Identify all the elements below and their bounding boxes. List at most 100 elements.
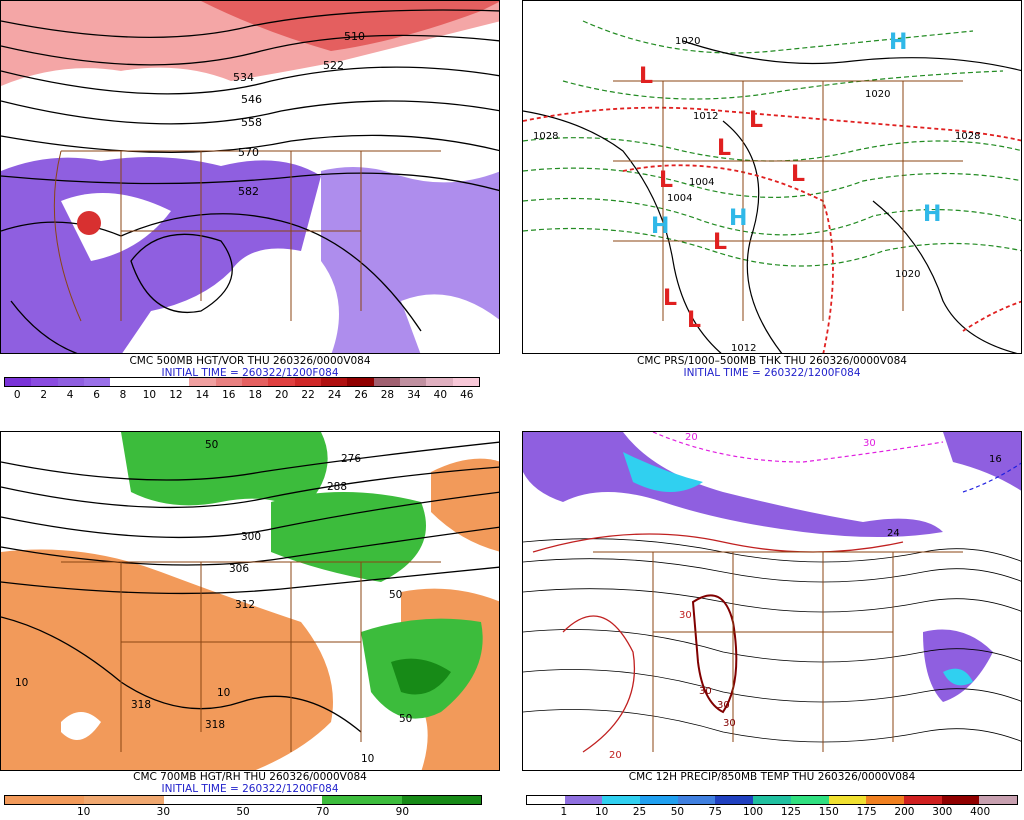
colorbar-tick-label: 400 [970, 806, 991, 818]
colorbar-tick-label: 20 [274, 389, 289, 401]
low-pressure-3: L [717, 136, 731, 161]
colorbar-tick-label: 26 [354, 389, 368, 401]
colorbar-swatch [268, 378, 295, 386]
bl-titles: CMC 700MB HGT/RH THU 260326/0000V084 INI… [0, 771, 500, 795]
low-pressure-2: L [749, 108, 763, 133]
tl-initial-time: INITIAL TIME = 260322/1200F084 [161, 367, 339, 379]
colorbar-swatch [903, 796, 942, 804]
colorbar-swatch [401, 796, 481, 804]
colorbar-swatch [31, 378, 58, 386]
contour-label-582: 582 [238, 185, 259, 198]
colorbar-tick-label: 12 [169, 389, 183, 401]
colorbar-tick-label: 2 [40, 389, 47, 401]
colorbar-swatch [527, 796, 565, 804]
isobar-label-8: 1012 [731, 343, 756, 354]
colorbar-tick-label: 16 [222, 389, 236, 401]
isobar-label-1: 1020 [675, 36, 700, 47]
colorbar-swatch [564, 796, 603, 804]
tl-titles: CMC 500MB HGT/VOR THU 260326/0000V084 IN… [0, 355, 500, 379]
rh-label-10-c: 10 [361, 753, 374, 765]
colorbar-swatch [136, 378, 163, 386]
temp-label-20-c: 20 [609, 750, 622, 761]
colorbar-tick-label: 1 [560, 806, 568, 818]
vorticity-map-panel: 510 522 534 546 558 570 582 [0, 0, 500, 354]
bl-colorbar [4, 795, 482, 805]
isobar-label-4: 1012 [693, 111, 718, 122]
precip-temp-map: 20 30 30 30 30 30 20 16 24 [523, 432, 1021, 770]
colorbar-tick-label: 14 [195, 389, 210, 401]
height-label-288: 288 [327, 481, 347, 493]
height-label-300: 300 [241, 531, 261, 543]
colorbar-swatch [242, 796, 323, 804]
isobar-label-5: 1004 [689, 177, 714, 188]
rh-label-10-b: 10 [217, 687, 230, 699]
colorbar-swatch [677, 796, 716, 804]
colorbar-swatch [790, 796, 829, 804]
rh-label-10-a: 10 [15, 677, 28, 689]
rh-label-50-c: 50 [399, 713, 412, 725]
colorbar-tick-label: 300 [932, 806, 953, 818]
contour-label-546: 546 [241, 93, 262, 106]
colorbar-swatch [941, 796, 980, 804]
colorbar-swatch [399, 378, 427, 386]
colorbar-tick-label: 90 [395, 806, 410, 818]
colorbar-swatch [320, 378, 348, 386]
colorbar-tick-label: 28 [380, 389, 395, 401]
pressure-thickness-map-panel: H H H H L L L L L L L L 1020 1028 1028 1… [522, 0, 1022, 354]
temp-label-30-c: 30 [717, 700, 730, 711]
colorbar-tick-label: 34 [407, 389, 421, 401]
colorbar-swatch [640, 796, 678, 804]
temp-label-24: 24 [887, 528, 900, 539]
colorbar-tick-label: 40 [433, 389, 448, 401]
colorbar-swatch [426, 378, 453, 386]
bl-colorbar-ticks: 10 30 50 70 90 [4, 806, 482, 820]
rh-label-50-a: 50 [205, 439, 218, 451]
height-label-276: 276 [341, 453, 361, 465]
colorbar-tick-label: 24 [327, 389, 342, 401]
colorbar-tick-label: 0 [13, 389, 21, 401]
br-titles: CMC 12H PRECIP/850MB TEMP THU 260326/000… [522, 771, 1022, 783]
colorbar-tick-label: 46 [460, 389, 474, 401]
colorbar-tick-label: 18 [248, 389, 262, 401]
low-pressure-5: L [659, 168, 673, 193]
tl-colorbar [4, 377, 480, 387]
bl-initial-time: INITIAL TIME = 260322/1200F084 [161, 783, 339, 795]
colorbar-swatch [110, 378, 137, 386]
colorbar-swatch [5, 796, 85, 804]
isobar-label-2: 1028 [533, 131, 558, 142]
height-label-306: 306 [229, 563, 249, 575]
colorbar-tick-label: 10 [142, 389, 157, 401]
colorbar-swatch [163, 796, 243, 804]
colorbar-swatch [602, 796, 641, 804]
colorbar-swatch [83, 378, 111, 386]
colorbar-swatch [322, 796, 402, 804]
contour-label-570: 570 [238, 146, 259, 159]
contour-label-558: 558 [241, 116, 262, 129]
colorbar-tick-label: 125 [780, 806, 801, 818]
colorbar-tick-label: 150 [818, 806, 839, 818]
rh-map: 276 288 300 306 312 318 318 10 10 10 50 … [1, 432, 499, 770]
br-title: CMC 12H PRECIP/850MB TEMP THU 260326/000… [628, 771, 916, 783]
high-pressure-2: H [651, 214, 669, 239]
isobar-label-7: 1020 [865, 89, 890, 100]
height-label-318-a: 318 [131, 699, 151, 711]
colorbar-swatch [294, 378, 321, 386]
temp-label-16: 16 [989, 454, 1002, 465]
colorbar-swatch [828, 796, 867, 804]
colorbar-swatch [5, 378, 32, 386]
colorbar-swatch [215, 378, 242, 386]
tr-title: CMC PRS/1000–500MB THK THU 260326/0000V0… [637, 355, 907, 367]
low-pressure-7: L [663, 286, 677, 311]
contour-label-510: 510 [344, 30, 365, 43]
colorbar-swatch [241, 378, 269, 386]
colorbar-tick-label: 4 [66, 389, 74, 401]
contour-label-522: 522 [323, 59, 344, 72]
colorbar-swatch [979, 796, 1017, 804]
colorbar-swatch [452, 378, 479, 386]
height-label-312: 312 [235, 599, 255, 611]
colorbar-tick-label: 50 [670, 806, 685, 818]
isobar-label-3: 1028 [955, 131, 980, 142]
colorbar-swatch [753, 796, 791, 804]
colorbar-swatch [162, 378, 190, 386]
colorbar-swatch [866, 796, 904, 804]
